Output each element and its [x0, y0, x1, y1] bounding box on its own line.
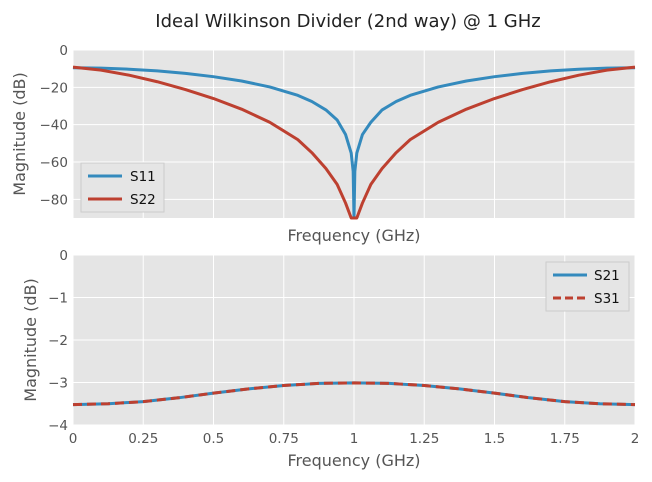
bottom-legend-box — [545, 261, 630, 312]
bottom-y-tick-label: −1 — [48, 291, 68, 307]
bottom-y-tick-label: 0 — [59, 248, 68, 264]
bottom-x-tick-label: 0.5 — [203, 431, 224, 447]
top-y-axis-label: Magnitude (dB) — [10, 72, 29, 195]
bottom-y-ticks: 0 −1 −2 −3 −4 — [48, 248, 68, 434]
bottom-x-tick-label: 2 — [631, 431, 640, 447]
top-y-ticks: 0 −20 −40 −60 −80 — [40, 43, 69, 208]
bottom-y-tick-label: −3 — [48, 376, 68, 392]
bottom-x-axis-label: Frequency (GHz) — [287, 451, 420, 470]
figure-title: Ideal Wilkinson Divider (2nd way) @ 1 GH… — [155, 11, 540, 32]
legend-s22-label: S22 — [130, 192, 156, 208]
legend-s11-label: S11 — [130, 169, 156, 185]
bottom-y-tick-label: −2 — [48, 333, 68, 349]
bottom-legend: S21 S31 — [545, 261, 630, 312]
top-x-axis-label: Frequency (GHz) — [287, 226, 420, 245]
bottom-x-ticks: 0 0.25 0.5 0.75 1 1.25 1.5 1.75 2 — [69, 431, 640, 447]
legend-s21-label: S21 — [594, 268, 620, 284]
series-line-s22 — [72, 65, 636, 220]
bottom-x-tick-label: 0.75 — [269, 431, 299, 447]
bottom-x-tick-label: 1.25 — [409, 431, 439, 447]
bottom-x-tick-label: 0.25 — [128, 431, 158, 447]
bottom-lines — [72, 381, 636, 407]
bottom-x-tick-label: 1.5 — [484, 431, 505, 447]
top-legend-box — [80, 162, 165, 213]
bottom-x-tick-label: 1 — [350, 431, 359, 447]
top-legend: S11 S22 — [80, 162, 165, 213]
series-line-s31 — [72, 381, 636, 407]
bottom-y-tick-label: −4 — [48, 418, 68, 434]
top-y-tick-label: −20 — [40, 80, 69, 96]
top-y-tick-label: −40 — [40, 118, 69, 134]
bottom-x-tick-label: 1.75 — [550, 431, 580, 447]
bottom-y-axis-label: Magnitude (dB) — [21, 278, 40, 401]
top-plot: 0 −20 −40 −60 −80 Frequency (GHz) Magnitude … — [10, 43, 636, 245]
bottom-plot: 0 −1 −2 −3 −4 0 0.25 0.5 0.75 1 1.25 1.5 1.75 2 Freq… — [21, 248, 639, 470]
legend-s31-label: S31 — [594, 291, 620, 307]
top-y-tick-label: −60 — [40, 155, 69, 171]
top-y-tick-label: 0 — [59, 43, 68, 59]
top-lines — [72, 65, 636, 220]
top-y-tick-label: −80 — [40, 192, 69, 208]
bottom-x-tick-label: 0 — [69, 431, 78, 447]
